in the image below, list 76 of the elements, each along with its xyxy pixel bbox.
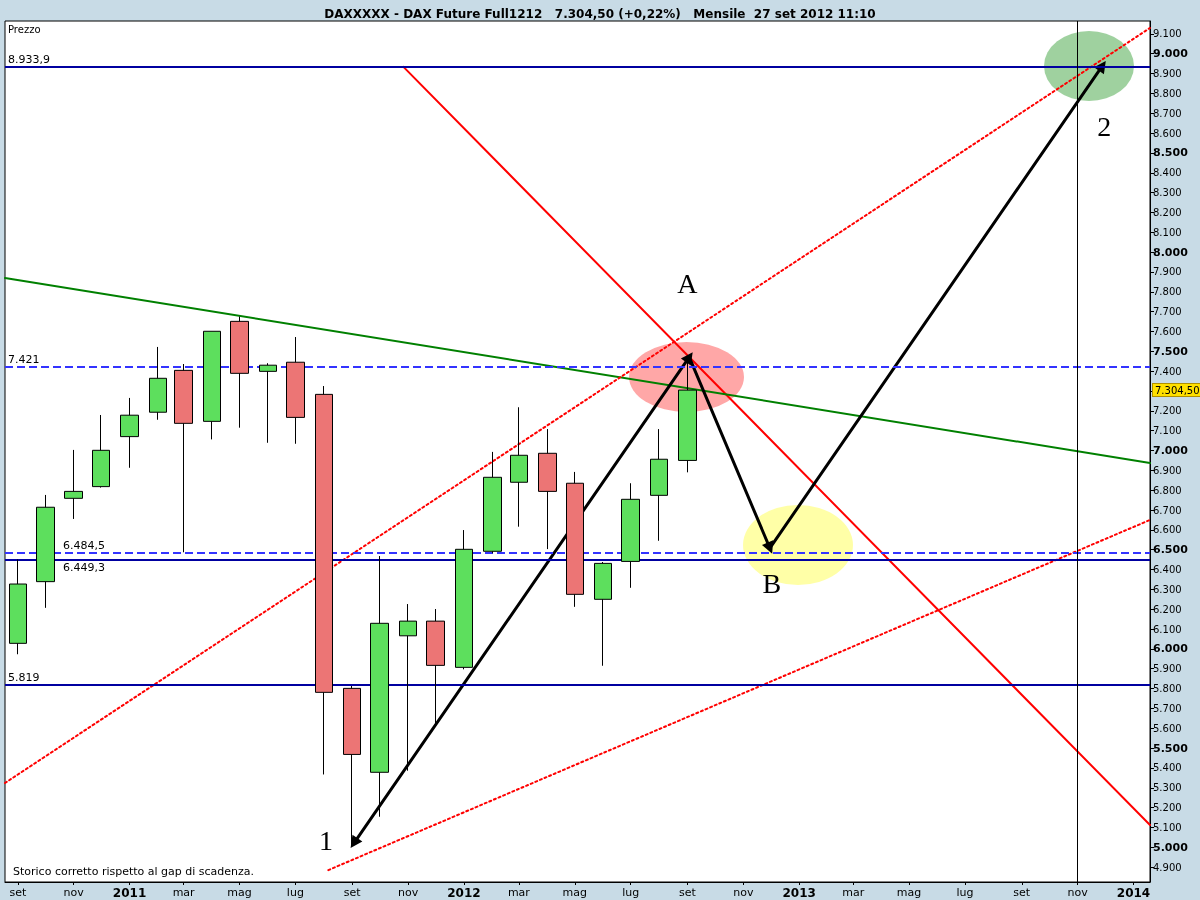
x-tick-label: set <box>9 886 27 899</box>
y-tick-label: 9.000 <box>1153 47 1189 61</box>
x-tick-label: set <box>679 886 697 899</box>
y-tick-label: 8.700 <box>1153 107 1182 119</box>
y-tick-label: 8.000 <box>1153 245 1189 259</box>
y-tick-label: 6.800 <box>1153 484 1182 496</box>
y-tick-label: 5.300 <box>1153 782 1182 794</box>
y-tick-label: 5.400 <box>1153 762 1182 774</box>
x-tick-label: mar <box>172 886 196 899</box>
x-tick-label: lug <box>622 886 640 899</box>
y-tick-label: 8.800 <box>1153 87 1182 99</box>
y-tick-label: 5.700 <box>1153 702 1182 714</box>
y-tick-label: 6.300 <box>1153 583 1182 595</box>
y-tick-label: 5.900 <box>1153 663 1182 675</box>
x-tick-label: 2013 <box>782 886 816 900</box>
x-tick-label: nov <box>397 886 419 899</box>
y-tick-label: 7.600 <box>1153 325 1182 337</box>
y-tick-label: 7.000 <box>1153 444 1189 458</box>
y-tick-label: 7.500 <box>1153 344 1189 358</box>
chart-title: DAXXXXX - DAX Future Full1212 7.304,50 (+0,22%) Mensile 27 set 2012 11:10 <box>324 7 876 21</box>
y-tick-label: 7.800 <box>1153 286 1182 298</box>
y-axis-title: Prezzo <box>8 23 41 35</box>
y-tick-label: 7.100 <box>1153 425 1182 437</box>
ref-line-label: 6.449,3 <box>63 560 105 574</box>
y-tick-label: 5.100 <box>1153 821 1182 833</box>
x-tick-label: 2012 <box>447 886 481 900</box>
y-tick-label: 8.300 <box>1153 187 1182 199</box>
annotation: A <box>677 267 699 299</box>
x-tick-label: nov <box>63 886 85 899</box>
x-tick-label: lug <box>286 886 304 899</box>
x-tick-label: nov <box>733 886 754 899</box>
x-tick-label: nov <box>1067 886 1089 899</box>
y-tick-label: 8.500 <box>1153 146 1189 160</box>
y-tick-label: 6.500 <box>1153 543 1189 557</box>
y-tick-label: 5.000 <box>1153 840 1189 854</box>
y-tick-label: 5.500 <box>1153 741 1189 755</box>
x-tick-label: lug <box>956 886 974 899</box>
ref-line-label: 6.484,5 <box>63 538 105 552</box>
y-tick-label: 8.600 <box>1153 127 1182 139</box>
x-tick-label: mar <box>842 886 865 899</box>
annotation: Storico corretto rispetto al gap di scadenza. <box>13 865 255 878</box>
x-tick-label: set <box>343 886 362 899</box>
annotation: 1 <box>319 824 333 856</box>
y-tick-label: 8.100 <box>1153 226 1182 238</box>
x-tick-label: 2011 <box>112 886 147 900</box>
x-tick-label: mag <box>896 886 922 899</box>
y-tick-label: 6.100 <box>1153 623 1182 635</box>
x-tick-label: mag <box>227 886 252 899</box>
x-tick-label: mar <box>507 886 531 899</box>
y-tick-label: 5.200 <box>1153 802 1182 814</box>
ref-line-label: 7.421 <box>8 352 40 366</box>
x-tick-label: 2014 <box>1116 886 1151 900</box>
y-tick-label: 7.700 <box>1153 306 1182 318</box>
y-tick-label: 5.800 <box>1153 683 1182 695</box>
ref-line-label: 5.819 <box>8 670 40 684</box>
y-tick-label: 4.900 <box>1153 861 1182 873</box>
y-tick-label: 8.200 <box>1153 206 1182 218</box>
y-tick-label: 9.100 <box>1153 28 1182 40</box>
y-tick-label: 7.400 <box>1153 365 1182 377</box>
annotation: 2 <box>1097 111 1112 143</box>
y-tick-label: 7.900 <box>1153 266 1182 278</box>
y-tick-label: 8.900 <box>1153 68 1182 80</box>
y-tick-label: 8.400 <box>1153 167 1182 179</box>
text: 7.304,50 <box>1155 384 1200 396</box>
ref-line-label: 8.933,9 <box>8 52 50 66</box>
y-tick-label: 5.600 <box>1153 722 1182 734</box>
y-tick-label: 6.400 <box>1153 564 1182 576</box>
x-tick-label: mag <box>562 886 587 899</box>
y-tick-label: 6.900 <box>1153 464 1182 476</box>
annotation: B <box>762 567 782 599</box>
y-tick-label: 6.700 <box>1153 504 1182 516</box>
y-tick-label: 7.200 <box>1153 405 1182 417</box>
y-tick-label: 6.600 <box>1153 524 1182 536</box>
y-tick-label: 6.000 <box>1153 642 1189 656</box>
y-tick-label: 6.200 <box>1153 603 1182 615</box>
x-tick-label: set <box>1013 886 1031 899</box>
